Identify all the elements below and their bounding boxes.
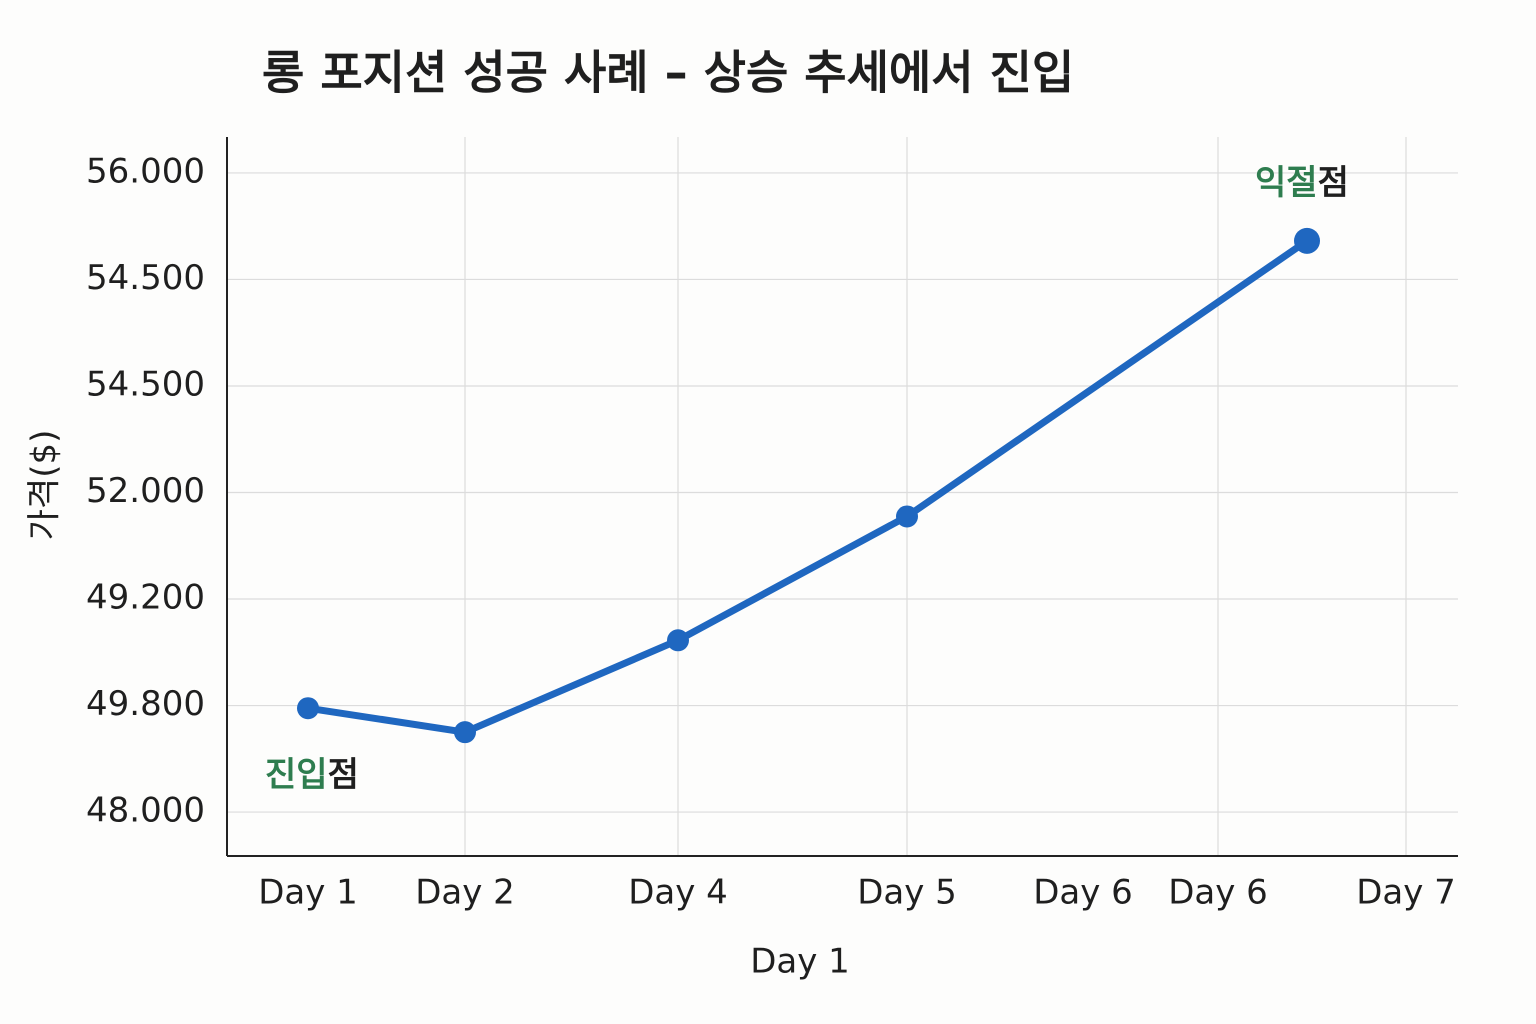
annotation-rest: 점 (328, 755, 359, 795)
x-axis-label: Day 1 (750, 942, 850, 982)
x-tick-label: Day 6 (1033, 873, 1133, 913)
x-tick-label: Day 1 (258, 873, 358, 913)
y-tick-label: 48.000 (86, 791, 205, 831)
y-tick-label: 54.500 (86, 365, 205, 405)
point (667, 629, 689, 652)
annotation: 익절점 (1255, 163, 1349, 203)
annotation: 진입점 (265, 755, 359, 795)
y-tick-label: 52.000 (86, 471, 205, 511)
y-tick-label: 49.800 (86, 684, 205, 724)
chart-title: 롱 포지션 성공 사례 – 상승 추세에서 진입 (262, 46, 1074, 100)
annotation-accent: 진입 (265, 755, 328, 795)
point (1294, 227, 1320, 254)
y-tick-label: 49.200 (86, 577, 205, 617)
x-tick-label: Day 5 (857, 873, 957, 913)
annotation-rest: 점 (1318, 163, 1349, 203)
y-axis-label: 가격($) (25, 430, 65, 541)
line (307, 237, 1309, 736)
y-tick-label: 56.000 (86, 151, 205, 191)
annotation-accent: 익절 (1255, 163, 1318, 203)
grid (227, 137, 1458, 856)
y-tick-label: 54.500 (86, 258, 205, 298)
x-tick-label: Day 6 (1168, 873, 1268, 913)
point (297, 697, 319, 720)
point (896, 505, 918, 528)
point (454, 721, 476, 744)
x-tick-label: Day 2 (415, 873, 515, 913)
x-tick-label: Day 4 (628, 873, 728, 913)
x-tick-label: Day 7 (1356, 873, 1456, 913)
